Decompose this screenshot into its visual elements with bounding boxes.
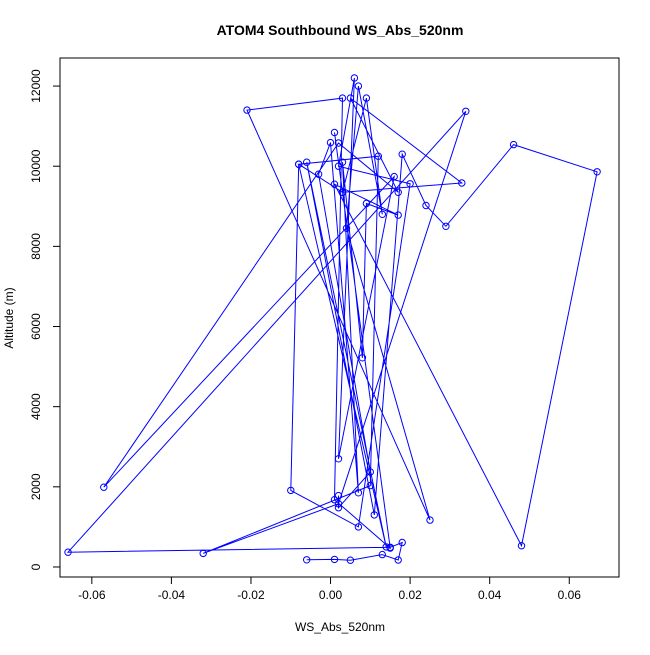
x-tick-label: -0.04 <box>158 588 186 602</box>
data-point <box>509 140 518 149</box>
data-point <box>394 211 402 219</box>
data-point <box>287 486 295 495</box>
data-point <box>442 222 450 231</box>
data-point <box>342 224 351 233</box>
data-point <box>334 491 343 500</box>
data-point <box>330 496 339 504</box>
data-point <box>370 511 378 519</box>
series-layer <box>64 74 601 564</box>
data-point <box>406 180 414 188</box>
data-point <box>314 170 323 178</box>
data-point <box>346 556 355 564</box>
x-tick-label: 0.06 <box>558 588 582 602</box>
chart-title: ATOM4 Southbound WS_Abs_520nm <box>217 22 464 38</box>
data-point <box>346 94 355 102</box>
data-point <box>366 468 374 476</box>
data-point <box>354 82 363 90</box>
data-point <box>330 555 339 564</box>
data-point <box>422 201 430 210</box>
x-tick-label: -0.06 <box>78 588 106 602</box>
x-tick-label: -0.02 <box>237 588 265 602</box>
y-tick-label: 12000 <box>29 69 43 103</box>
data-point <box>334 504 343 512</box>
data-point <box>398 150 406 158</box>
data-point <box>295 160 303 168</box>
data-point <box>338 158 347 166</box>
data-point <box>350 74 359 82</box>
x-tick-label: 0.02 <box>398 588 422 602</box>
data-point <box>243 106 251 114</box>
y-tick-label: 8000 <box>29 233 43 260</box>
data-point <box>330 180 339 188</box>
data-point <box>362 94 371 102</box>
data-point <box>199 549 207 558</box>
x-tick-label: 0.00 <box>319 588 343 602</box>
data-point <box>394 188 402 197</box>
data-point <box>334 500 343 508</box>
data-point <box>338 188 347 197</box>
y-tick-label: 6000 <box>29 313 43 340</box>
data-point <box>64 548 72 556</box>
x-tick-label: 0.04 <box>478 588 502 602</box>
data-point <box>382 543 390 551</box>
data-point <box>458 179 466 187</box>
data-point <box>326 138 335 147</box>
data-point <box>362 199 371 208</box>
data-point <box>334 162 343 170</box>
y-tick-label: 0 <box>29 563 43 570</box>
y-tick-label: 10000 <box>29 149 43 183</box>
y-axis: 0 2000 4000 6000 8000 10000 12000 <box>29 69 61 570</box>
data-point <box>303 556 311 564</box>
data-point <box>338 94 347 102</box>
y-axis-label: Altitude (m) <box>2 287 16 348</box>
data-point <box>378 210 386 219</box>
data-point <box>462 107 470 116</box>
x-axis: -0.06 -0.04 -0.02 0.00 0.02 0.04 0.06 <box>78 576 582 602</box>
data-point <box>517 542 526 550</box>
data-point <box>390 172 398 181</box>
data-point <box>334 455 343 463</box>
y-tick-label: 4000 <box>29 393 43 420</box>
data-point <box>426 516 434 524</box>
data-point <box>398 538 406 547</box>
series-line <box>66 77 598 561</box>
data-point <box>354 523 363 531</box>
x-axis-label: WS_Abs_520nm <box>295 620 385 634</box>
data-point <box>394 556 402 564</box>
data-point <box>354 489 363 497</box>
data-point <box>334 139 343 147</box>
data-point <box>303 158 311 166</box>
data-point <box>374 152 382 160</box>
data-point <box>330 128 339 137</box>
data-point <box>593 168 601 176</box>
data-point <box>386 544 394 552</box>
data-point <box>378 550 386 559</box>
y-tick-label: 2000 <box>29 473 43 500</box>
data-point <box>358 354 367 362</box>
data-point <box>366 481 374 490</box>
data-point <box>100 483 108 491</box>
